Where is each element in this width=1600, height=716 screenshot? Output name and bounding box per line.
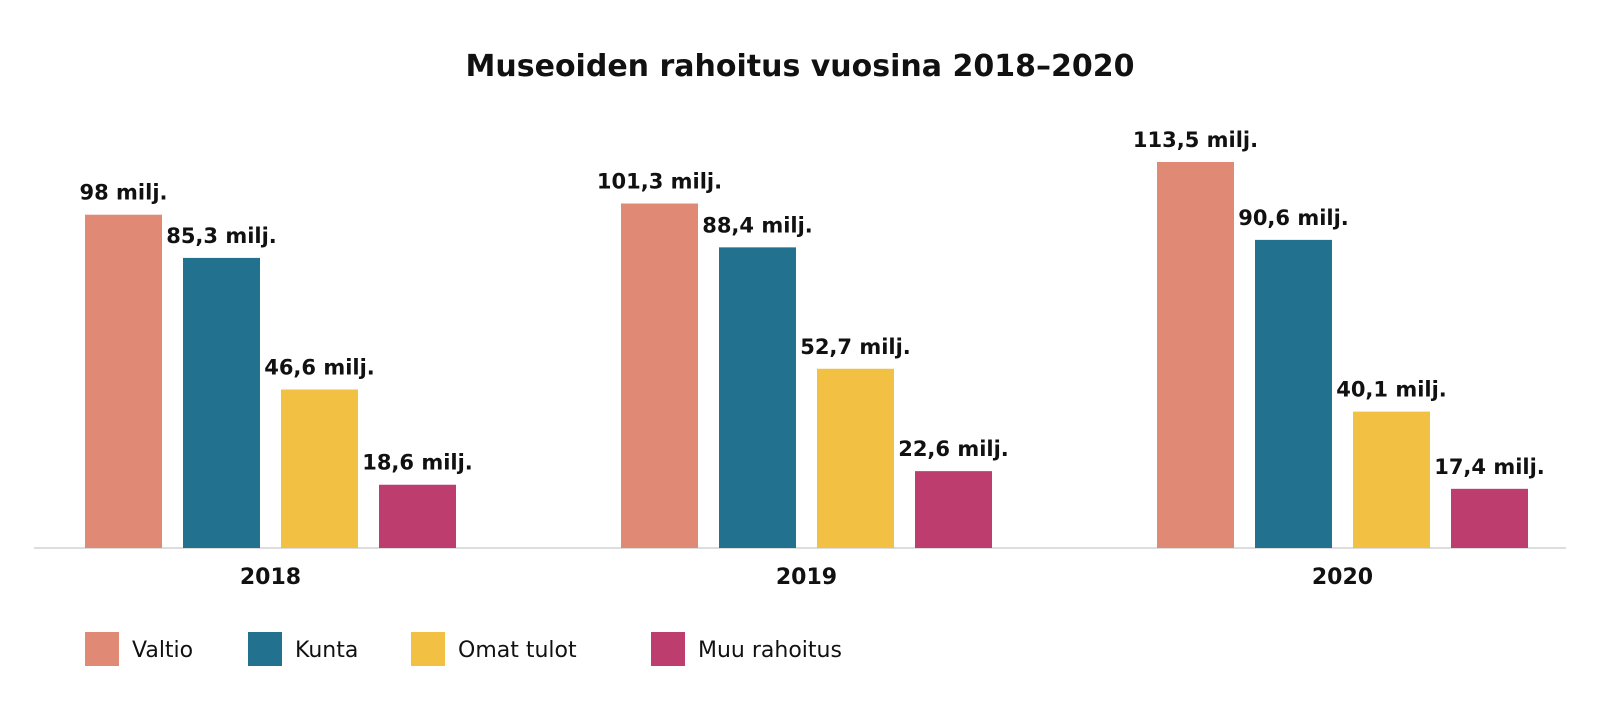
legend-label-kunta: Kunta [295, 638, 358, 663]
value-label-2018-kunta: 85,3 milj. [166, 224, 277, 248]
bar-2019-kunta [719, 247, 796, 548]
chart-title: Museoiden rahoitus vuosina 2018–2020 [466, 49, 1135, 84]
bar-2019-omat-tulot [817, 368, 894, 548]
bar-2019-muu-rahoitus [915, 471, 992, 548]
legend-label-omat-tulot: Omat tulot [458, 638, 577, 663]
value-label-2019-muu-rahoitus: 22,6 milj. [898, 437, 1009, 461]
bar-2020-valtio [1157, 162, 1234, 548]
bar-2020-omat-tulot [1353, 411, 1430, 548]
bar-2020-kunta [1255, 239, 1332, 548]
value-label-2018-muu-rahoitus: 18,6 milj. [362, 451, 473, 475]
value-label-2020-valtio: 113,5 milj. [1133, 128, 1258, 152]
bar-2018-valtio [85, 214, 162, 548]
bars-layer [85, 162, 1528, 548]
category-label-2020: 2020 [1312, 565, 1373, 590]
legend: Valtio Kunta Omat tulot Muu rahoitus [85, 632, 842, 666]
legend-label-muu-rahoitus: Muu rahoitus [698, 638, 842, 663]
legend-swatch-valtio [85, 632, 119, 666]
value-label-2018-valtio: 98 milj. [80, 181, 168, 205]
value-label-2019-kunta: 88,4 milj. [702, 213, 813, 237]
bar-2020-muu-rahoitus [1451, 488, 1528, 548]
legend-swatch-muu-rahoitus [651, 632, 685, 666]
value-label-2018-omat-tulot: 46,6 milj. [264, 356, 375, 380]
legend-label-valtio: Valtio [132, 638, 193, 663]
category-label-2019: 2019 [776, 565, 837, 590]
bar-2018-kunta [183, 257, 260, 548]
value-label-2019-valtio: 101,3 milj. [597, 169, 722, 193]
value-labels-layer: 98 milj. 85,3 milj. 46,6 milj. 18,6 milj. 10… [80, 128, 1545, 479]
bar-2018-muu-rahoitus [379, 484, 456, 548]
bar-2019-valtio [621, 203, 698, 548]
value-label-2020-kunta: 90,6 milj. [1238, 206, 1349, 230]
category-labels-layer: 2018 2019 2020 [240, 565, 1373, 590]
value-label-2020-muu-rahoitus: 17,4 milj. [1434, 455, 1545, 479]
value-label-2019-omat-tulot: 52,7 milj. [800, 335, 911, 359]
category-label-2018: 2018 [240, 565, 301, 590]
legend-swatch-kunta [248, 632, 282, 666]
bar-2018-omat-tulot [281, 389, 358, 548]
value-label-2020-omat-tulot: 40,1 milj. [1336, 378, 1447, 402]
legend-swatch-omat-tulot [411, 632, 445, 666]
